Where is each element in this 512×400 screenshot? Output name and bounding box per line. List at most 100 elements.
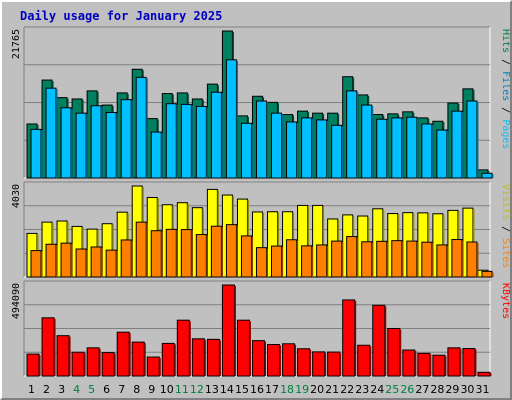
- bar-shadow: [54, 318, 56, 376]
- bar-shadow: [474, 349, 477, 376]
- bar: [391, 240, 403, 278]
- bar-shadow: [264, 341, 266, 376]
- bar-shadow: [296, 240, 299, 277]
- bar: [316, 119, 328, 179]
- bar: [105, 249, 117, 278]
- x-tick-label: 13: [205, 383, 219, 396]
- bar-shadow: [277, 212, 280, 277]
- bar-shadow: [401, 241, 404, 277]
- bar: [120, 239, 132, 278]
- bar: [436, 129, 448, 179]
- bar-shadow: [294, 344, 297, 376]
- bar: [447, 347, 461, 377]
- bar-shadow: [371, 106, 374, 178]
- bar: [331, 124, 343, 179]
- bar-shadow: [71, 244, 73, 277]
- bar-shadow: [101, 106, 103, 178]
- bar-shadow: [131, 100, 133, 178]
- bar: [391, 117, 403, 179]
- legend-label: Visits / Sites: [500, 184, 510, 268]
- bar: [421, 241, 433, 278]
- bar: [477, 371, 491, 377]
- bar-shadow: [221, 227, 223, 277]
- bar-shadow: [266, 102, 268, 178]
- bar: [105, 111, 117, 179]
- bar-shadow: [489, 373, 492, 376]
- bar: [301, 117, 313, 179]
- bar-shadow: [459, 348, 462, 376]
- bar-shadow: [431, 243, 434, 277]
- bar-shadow: [369, 346, 372, 376]
- x-tick-label: 22: [340, 383, 354, 396]
- bar: [432, 354, 446, 377]
- bar-shadow: [99, 348, 101, 376]
- legend-entry: /: [500, 220, 510, 238]
- bar-shadow: [221, 93, 223, 178]
- bar-shadow: [116, 113, 118, 178]
- bar: [41, 317, 55, 377]
- bar-shadow: [129, 333, 131, 376]
- bar: [271, 112, 283, 179]
- bar: [30, 250, 42, 278]
- bar-shadow: [56, 89, 58, 178]
- bar-shadow: [444, 356, 447, 376]
- legend-entry: KBytes: [500, 283, 510, 319]
- bar: [402, 349, 416, 377]
- x-tick-label: 2: [43, 383, 50, 396]
- bar-shadow: [384, 306, 387, 376]
- x-tick-label: 30: [460, 383, 474, 396]
- bar-shadow: [386, 120, 389, 178]
- bar-shadow: [161, 133, 163, 178]
- bar-shadow: [356, 237, 359, 277]
- bar-shadow: [401, 118, 404, 178]
- bar: [150, 230, 162, 278]
- y-max-label: 21765: [11, 29, 22, 59]
- bar-shadow: [339, 353, 342, 376]
- bar-shadow: [491, 272, 494, 277]
- bar: [372, 304, 386, 377]
- bar-shadow: [476, 243, 479, 277]
- bar: [56, 335, 70, 377]
- bar-shadow: [39, 355, 41, 376]
- bar-shadow: [86, 250, 88, 277]
- bar-shadow: [356, 91, 359, 178]
- bar-shadow: [326, 245, 329, 277]
- bar-shadow: [296, 122, 299, 178]
- bar: [286, 239, 298, 278]
- bar-shadow: [341, 126, 344, 178]
- bar-shadow: [101, 247, 103, 277]
- bar: [45, 243, 57, 278]
- bar: [346, 236, 358, 278]
- bar-shadow: [491, 174, 494, 178]
- legend-entry: Hits: [500, 29, 510, 53]
- bar: [101, 352, 115, 377]
- x-tick-label: 21: [325, 383, 339, 396]
- bar: [376, 240, 388, 278]
- bar-shadow: [326, 120, 329, 178]
- x-tick-label: 7: [118, 383, 125, 396]
- legend-label: KBytes: [500, 283, 510, 319]
- bar-shadow: [429, 354, 432, 376]
- bar: [466, 241, 478, 278]
- legend-entry: Sites: [500, 238, 510, 268]
- bar-shadow: [262, 212, 264, 277]
- bar: [451, 239, 463, 278]
- bar: [361, 241, 373, 278]
- bar-shadow: [191, 230, 193, 277]
- bar: [191, 338, 205, 377]
- bar-shadow: [386, 242, 389, 277]
- bar-shadow: [116, 251, 118, 277]
- bar: [225, 224, 237, 278]
- bar-shadow: [307, 206, 310, 277]
- bar-shadow: [174, 344, 176, 376]
- bar: [406, 116, 418, 179]
- bar-shadow: [416, 242, 419, 277]
- bar: [451, 110, 463, 179]
- bar: [206, 338, 220, 377]
- bar-shadow: [279, 345, 282, 376]
- x-tick-label: 25: [385, 383, 399, 396]
- y-max-label: 4030: [11, 184, 22, 208]
- bar: [86, 347, 100, 377]
- bar: [342, 299, 356, 377]
